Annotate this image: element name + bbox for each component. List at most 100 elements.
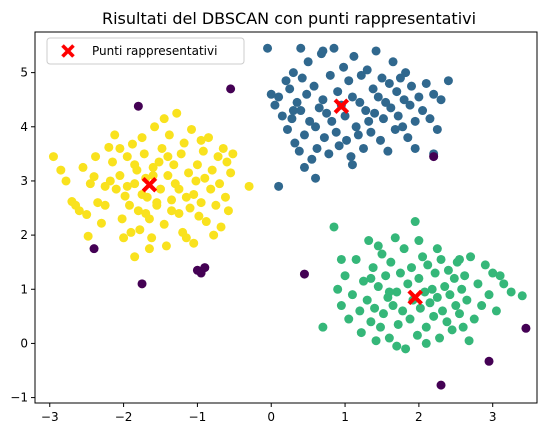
data-point bbox=[418, 106, 428, 116]
x-tick-label: 1 bbox=[341, 410, 349, 424]
data-point bbox=[169, 160, 179, 170]
data-point bbox=[270, 100, 280, 110]
data-point bbox=[427, 284, 437, 294]
data-point bbox=[74, 206, 84, 216]
data-point bbox=[325, 70, 335, 80]
data-point bbox=[469, 314, 479, 324]
data-point bbox=[314, 103, 324, 113]
data-point bbox=[447, 325, 457, 335]
data-point bbox=[167, 206, 177, 216]
data-point bbox=[203, 133, 213, 143]
data-point bbox=[370, 108, 380, 118]
data-point bbox=[366, 317, 376, 327]
data-point bbox=[297, 73, 307, 83]
data-point bbox=[244, 181, 254, 191]
data-point bbox=[133, 206, 143, 216]
data-point bbox=[340, 271, 350, 281]
data-point bbox=[371, 336, 381, 346]
data-point bbox=[421, 338, 431, 348]
data-point bbox=[430, 268, 440, 278]
data-point bbox=[355, 97, 365, 107]
data-point bbox=[336, 301, 346, 311]
x-tick-label: 0 bbox=[267, 410, 275, 424]
data-point bbox=[207, 165, 217, 175]
data-point bbox=[296, 43, 306, 53]
data-point bbox=[375, 322, 385, 332]
data-point bbox=[473, 279, 483, 289]
data-point bbox=[415, 303, 425, 313]
data-point bbox=[216, 222, 226, 232]
data-point bbox=[115, 171, 125, 181]
data-point bbox=[303, 57, 313, 67]
data-point bbox=[506, 287, 516, 297]
data-point bbox=[429, 89, 439, 99]
data-point bbox=[381, 271, 391, 281]
data-point bbox=[174, 184, 184, 194]
data-point bbox=[299, 130, 309, 140]
data-point bbox=[211, 200, 221, 210]
data-point bbox=[395, 268, 405, 278]
data-point bbox=[370, 303, 380, 313]
data-point bbox=[194, 211, 204, 221]
data-point bbox=[329, 43, 339, 53]
data-point bbox=[362, 65, 372, 75]
data-point bbox=[189, 238, 199, 248]
data-point bbox=[302, 89, 312, 99]
data-point bbox=[368, 263, 378, 273]
data-point bbox=[399, 95, 409, 105]
axes: −3 −2 −1 0 1 2 3 −1 0 1 2 3 4 5 bbox=[10, 31, 538, 424]
data-point bbox=[299, 269, 309, 279]
data-point bbox=[392, 341, 402, 351]
data-point bbox=[521, 323, 531, 333]
legend: Punti rappresentativi bbox=[46, 37, 245, 65]
data-point bbox=[440, 282, 450, 292]
data-point bbox=[480, 260, 490, 270]
y-tick-label: 0 bbox=[20, 336, 28, 350]
representative-point bbox=[407, 289, 424, 306]
data-point bbox=[451, 301, 461, 311]
data-point bbox=[163, 171, 173, 181]
data-point bbox=[48, 152, 58, 162]
data-point bbox=[398, 122, 408, 132]
data-point bbox=[89, 172, 99, 182]
data-point bbox=[285, 84, 295, 94]
data-point bbox=[163, 152, 173, 162]
data-point bbox=[484, 356, 494, 366]
data-point bbox=[495, 271, 505, 281]
data-point bbox=[336, 254, 346, 264]
x-tick-label: −1 bbox=[189, 410, 207, 424]
data-point bbox=[407, 263, 416, 273]
x-tick-label: 3 bbox=[489, 410, 497, 424]
data-point bbox=[377, 249, 387, 259]
data-point bbox=[83, 231, 93, 241]
data-point bbox=[344, 76, 354, 86]
data-point bbox=[196, 135, 206, 145]
data-point bbox=[198, 146, 208, 156]
data-point bbox=[488, 268, 498, 278]
data-point bbox=[296, 106, 306, 116]
data-point bbox=[435, 333, 445, 343]
data-point bbox=[355, 306, 365, 316]
data-point bbox=[327, 116, 337, 126]
data-point bbox=[410, 116, 420, 126]
data-point bbox=[115, 143, 125, 153]
data-point bbox=[82, 210, 92, 220]
data-point bbox=[148, 162, 158, 172]
data-point bbox=[333, 284, 343, 294]
y-tick-label: 1 bbox=[20, 282, 28, 296]
data-point bbox=[130, 179, 140, 189]
data-point bbox=[120, 191, 130, 201]
data-point bbox=[144, 244, 154, 254]
data-point bbox=[119, 233, 129, 243]
legend-label: Punti rappresentativi bbox=[92, 44, 217, 58]
y-tick-label: −1 bbox=[10, 391, 28, 405]
data-point bbox=[292, 97, 302, 107]
data-point bbox=[421, 78, 431, 88]
data-point bbox=[307, 154, 317, 164]
data-point bbox=[368, 84, 378, 94]
plot-frame bbox=[34, 31, 538, 404]
data-point bbox=[159, 114, 169, 124]
data-point bbox=[122, 181, 132, 191]
data-point bbox=[61, 176, 71, 186]
data-point bbox=[403, 133, 413, 143]
